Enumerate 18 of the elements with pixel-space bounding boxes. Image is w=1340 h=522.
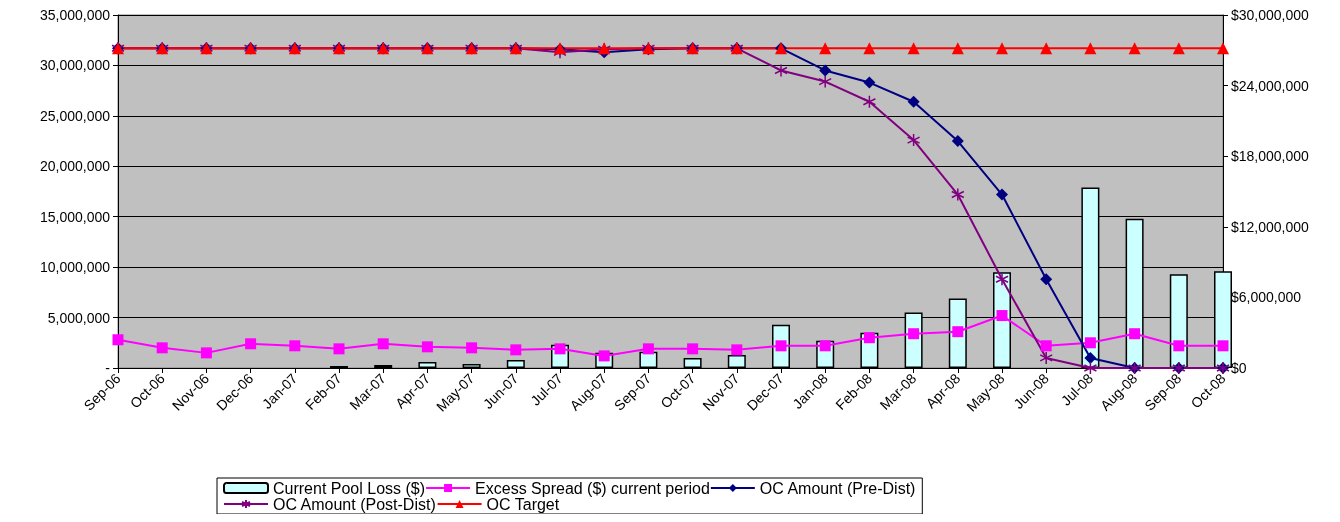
y2-tick-label: $30,000,000 bbox=[1231, 7, 1310, 23]
y-tick-label: 15,000,000 bbox=[39, 208, 111, 225]
y2-tick-label: $18,000,000 bbox=[1231, 148, 1310, 165]
y-tick-label: 10,000,000 bbox=[39, 259, 111, 276]
y-tick-label: 35,000,000 bbox=[39, 7, 111, 23]
legend-label: Current Pool Loss ($) bbox=[273, 479, 426, 497]
y2-tick-label: $12,000,000 bbox=[1231, 218, 1310, 235]
y-tick-label: 30,000,000 bbox=[39, 57, 111, 74]
legend-label: Excess Spread ($) current period bbox=[475, 479, 710, 497]
y-tick-label: 25,000,000 bbox=[39, 107, 111, 124]
y2-tick-label: $6,000,000 bbox=[1231, 289, 1302, 306]
y2-tick-label: $0 bbox=[1231, 360, 1247, 376]
y-tick-label: 20,000,000 bbox=[39, 158, 111, 175]
y-tick-label: - bbox=[105, 360, 111, 376]
legend-label: OC Amount (Post-Dist) bbox=[273, 495, 436, 513]
legend-label: OC Amount (Pre-Dist) bbox=[759, 479, 916, 497]
y2-tick-label: $24,000,000 bbox=[1231, 77, 1310, 94]
y-tick-label: 5,000,000 bbox=[47, 309, 111, 326]
